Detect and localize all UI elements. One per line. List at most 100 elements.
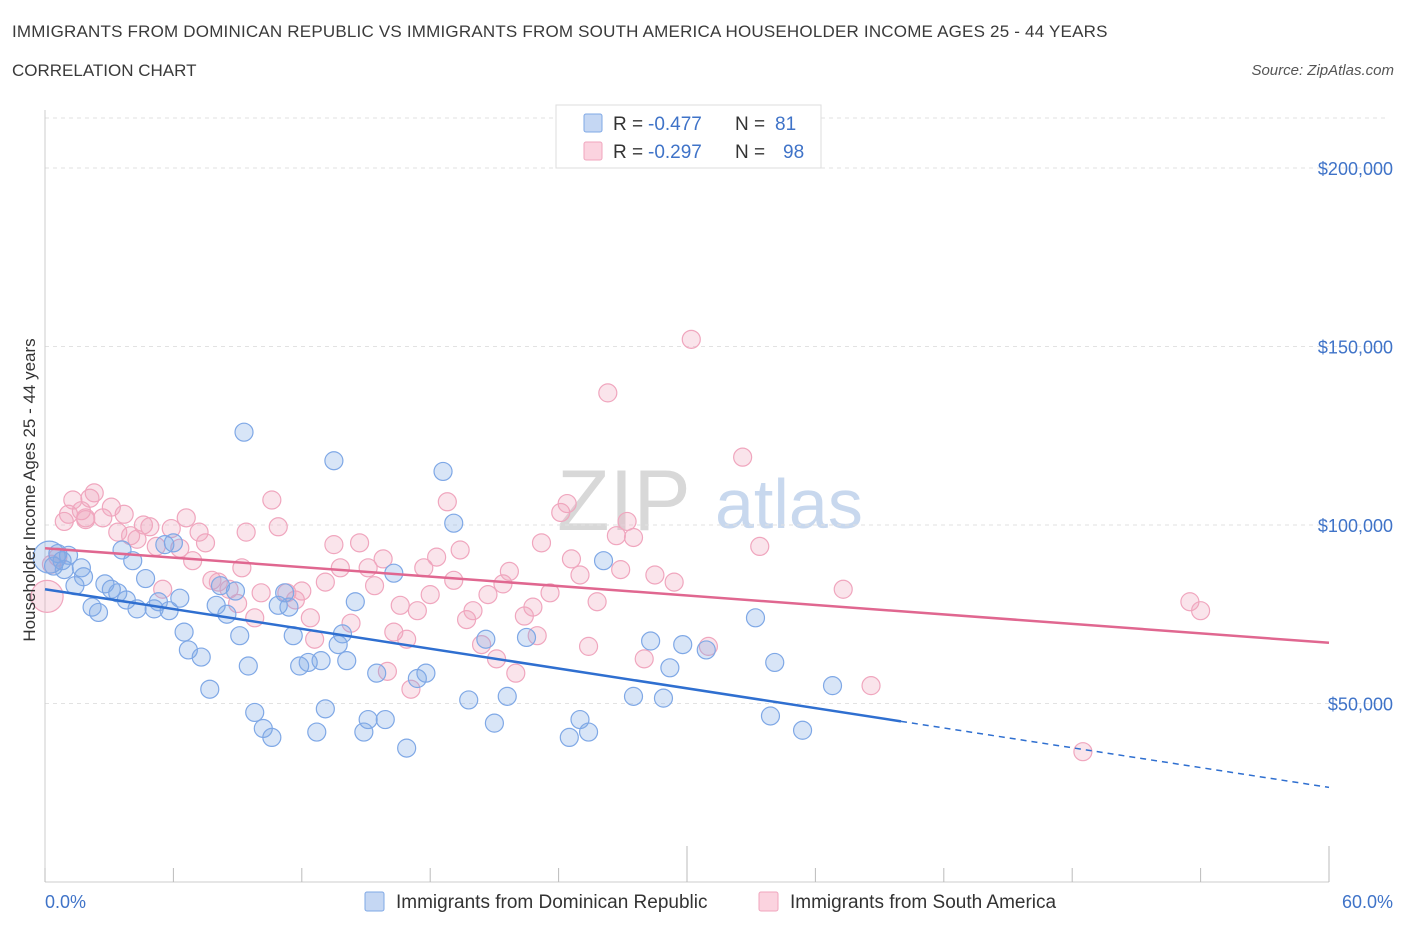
dominican-point [245, 702, 265, 723]
y-axis-title: Householder Income Ages 25 - 44 years [20, 338, 39, 641]
legend-n-label-1: N = [735, 114, 765, 135]
dominican-point [279, 597, 299, 617]
legend-n-value-2: 98 [783, 142, 804, 163]
south-america-point [540, 583, 560, 603]
south-america-point [1190, 601, 1211, 621]
south-america-point [450, 540, 470, 560]
dominican-point [433, 461, 453, 482]
south-america-point [437, 492, 457, 512]
dominican-point [210, 576, 231, 596]
south-america-point [262, 490, 282, 510]
south-america-point [611, 560, 631, 580]
dominican-point [476, 629, 496, 649]
south-america-point [324, 535, 344, 555]
dominican-point [262, 727, 282, 748]
south-america-point [499, 561, 519, 582]
south-america-point [444, 570, 464, 590]
dominican-point [792, 720, 813, 740]
bottom-legend-label-south-america: Immigrants from South America [790, 892, 1057, 913]
south-america-point [561, 549, 582, 569]
south-america-point [407, 601, 427, 621]
dominican-point [444, 513, 464, 533]
dominican-point [459, 690, 479, 710]
dominican-point [88, 602, 109, 623]
legend-r-value-1: -0.477 [648, 114, 702, 135]
south-america-point [606, 526, 626, 546]
watermark-atlas: atlas [715, 465, 863, 543]
bottom-legend-swatch-south-america [758, 891, 779, 912]
south-america-point [390, 595, 410, 615]
dominican-point [174, 622, 194, 642]
south-america-point [645, 565, 665, 585]
south-america-point [681, 329, 701, 349]
dominican-point [696, 640, 716, 660]
dominican-point [354, 722, 374, 742]
dominican-point [71, 558, 91, 578]
grid: $50,000 $100,000 $150,000 $200,000 [45, 117, 1393, 714]
south-america-point [531, 533, 552, 553]
south-america-point [108, 522, 128, 542]
south-america-point [587, 592, 607, 612]
south-america-point [493, 574, 513, 594]
dominican-point [275, 583, 295, 603]
south-america-point [420, 585, 440, 605]
dominican-point [82, 597, 102, 617]
south-america-point [140, 517, 160, 537]
south-america-point [623, 527, 644, 548]
south-america-point [427, 547, 447, 567]
dominican-point [497, 686, 517, 706]
south-america-point [578, 636, 599, 656]
dominican-point [324, 451, 344, 471]
legend-n-value-1: 81 [775, 114, 796, 135]
south-america-point [373, 549, 393, 569]
dominican-point [358, 709, 378, 730]
dominican-point [416, 663, 436, 683]
dominican-point [230, 626, 250, 646]
dominican-point [641, 631, 661, 651]
south-america-point [189, 522, 209, 542]
dominican-point [375, 709, 395, 730]
dominican-point [745, 608, 766, 628]
dominican-point [307, 722, 327, 742]
dominican-point [593, 551, 614, 571]
axes [44, 110, 1330, 883]
trend-lines [44, 546, 1330, 789]
dominican-point [345, 592, 365, 612]
legend-swatch-dominican [583, 113, 603, 133]
legend-r-label-2: R = [613, 142, 643, 163]
south-america-point [153, 579, 173, 599]
dominican-point [760, 706, 781, 726]
dominican-point [311, 651, 331, 671]
dominican-point [559, 727, 579, 748]
y-tick-label: $50,000 [1328, 694, 1393, 714]
dominican-point [516, 627, 537, 648]
dominican-point [653, 688, 674, 708]
south-america-point [300, 608, 320, 628]
south-america-point [195, 533, 216, 553]
south-america-point [330, 558, 350, 578]
dominican-point [822, 676, 843, 696]
south-america-point [364, 576, 385, 596]
dominican-point [660, 658, 680, 678]
south-america-point [523, 597, 543, 617]
source-credit: Source: ZipAtlas.com [1251, 62, 1394, 79]
south-america-point [114, 504, 134, 524]
watermark-zip: ZIP [557, 453, 691, 549]
dominican-trend-extrapolation [900, 720, 1330, 789]
data-points [30, 329, 1211, 762]
south-america-point [84, 483, 104, 503]
dominican-point [578, 722, 599, 742]
south-america-point [478, 585, 498, 605]
south-america-point [245, 608, 265, 628]
watermark: ZIP atlas [557, 453, 863, 549]
south-america-point [208, 572, 228, 592]
dominican-point [217, 604, 237, 624]
dominican-point [337, 651, 357, 671]
south-america-point [76, 510, 96, 530]
dominican-point [200, 679, 220, 699]
legend-r-label-1: R = [613, 114, 643, 135]
south-america-point [176, 508, 196, 528]
dominican-point [163, 533, 183, 553]
south-america-point [292, 581, 312, 601]
